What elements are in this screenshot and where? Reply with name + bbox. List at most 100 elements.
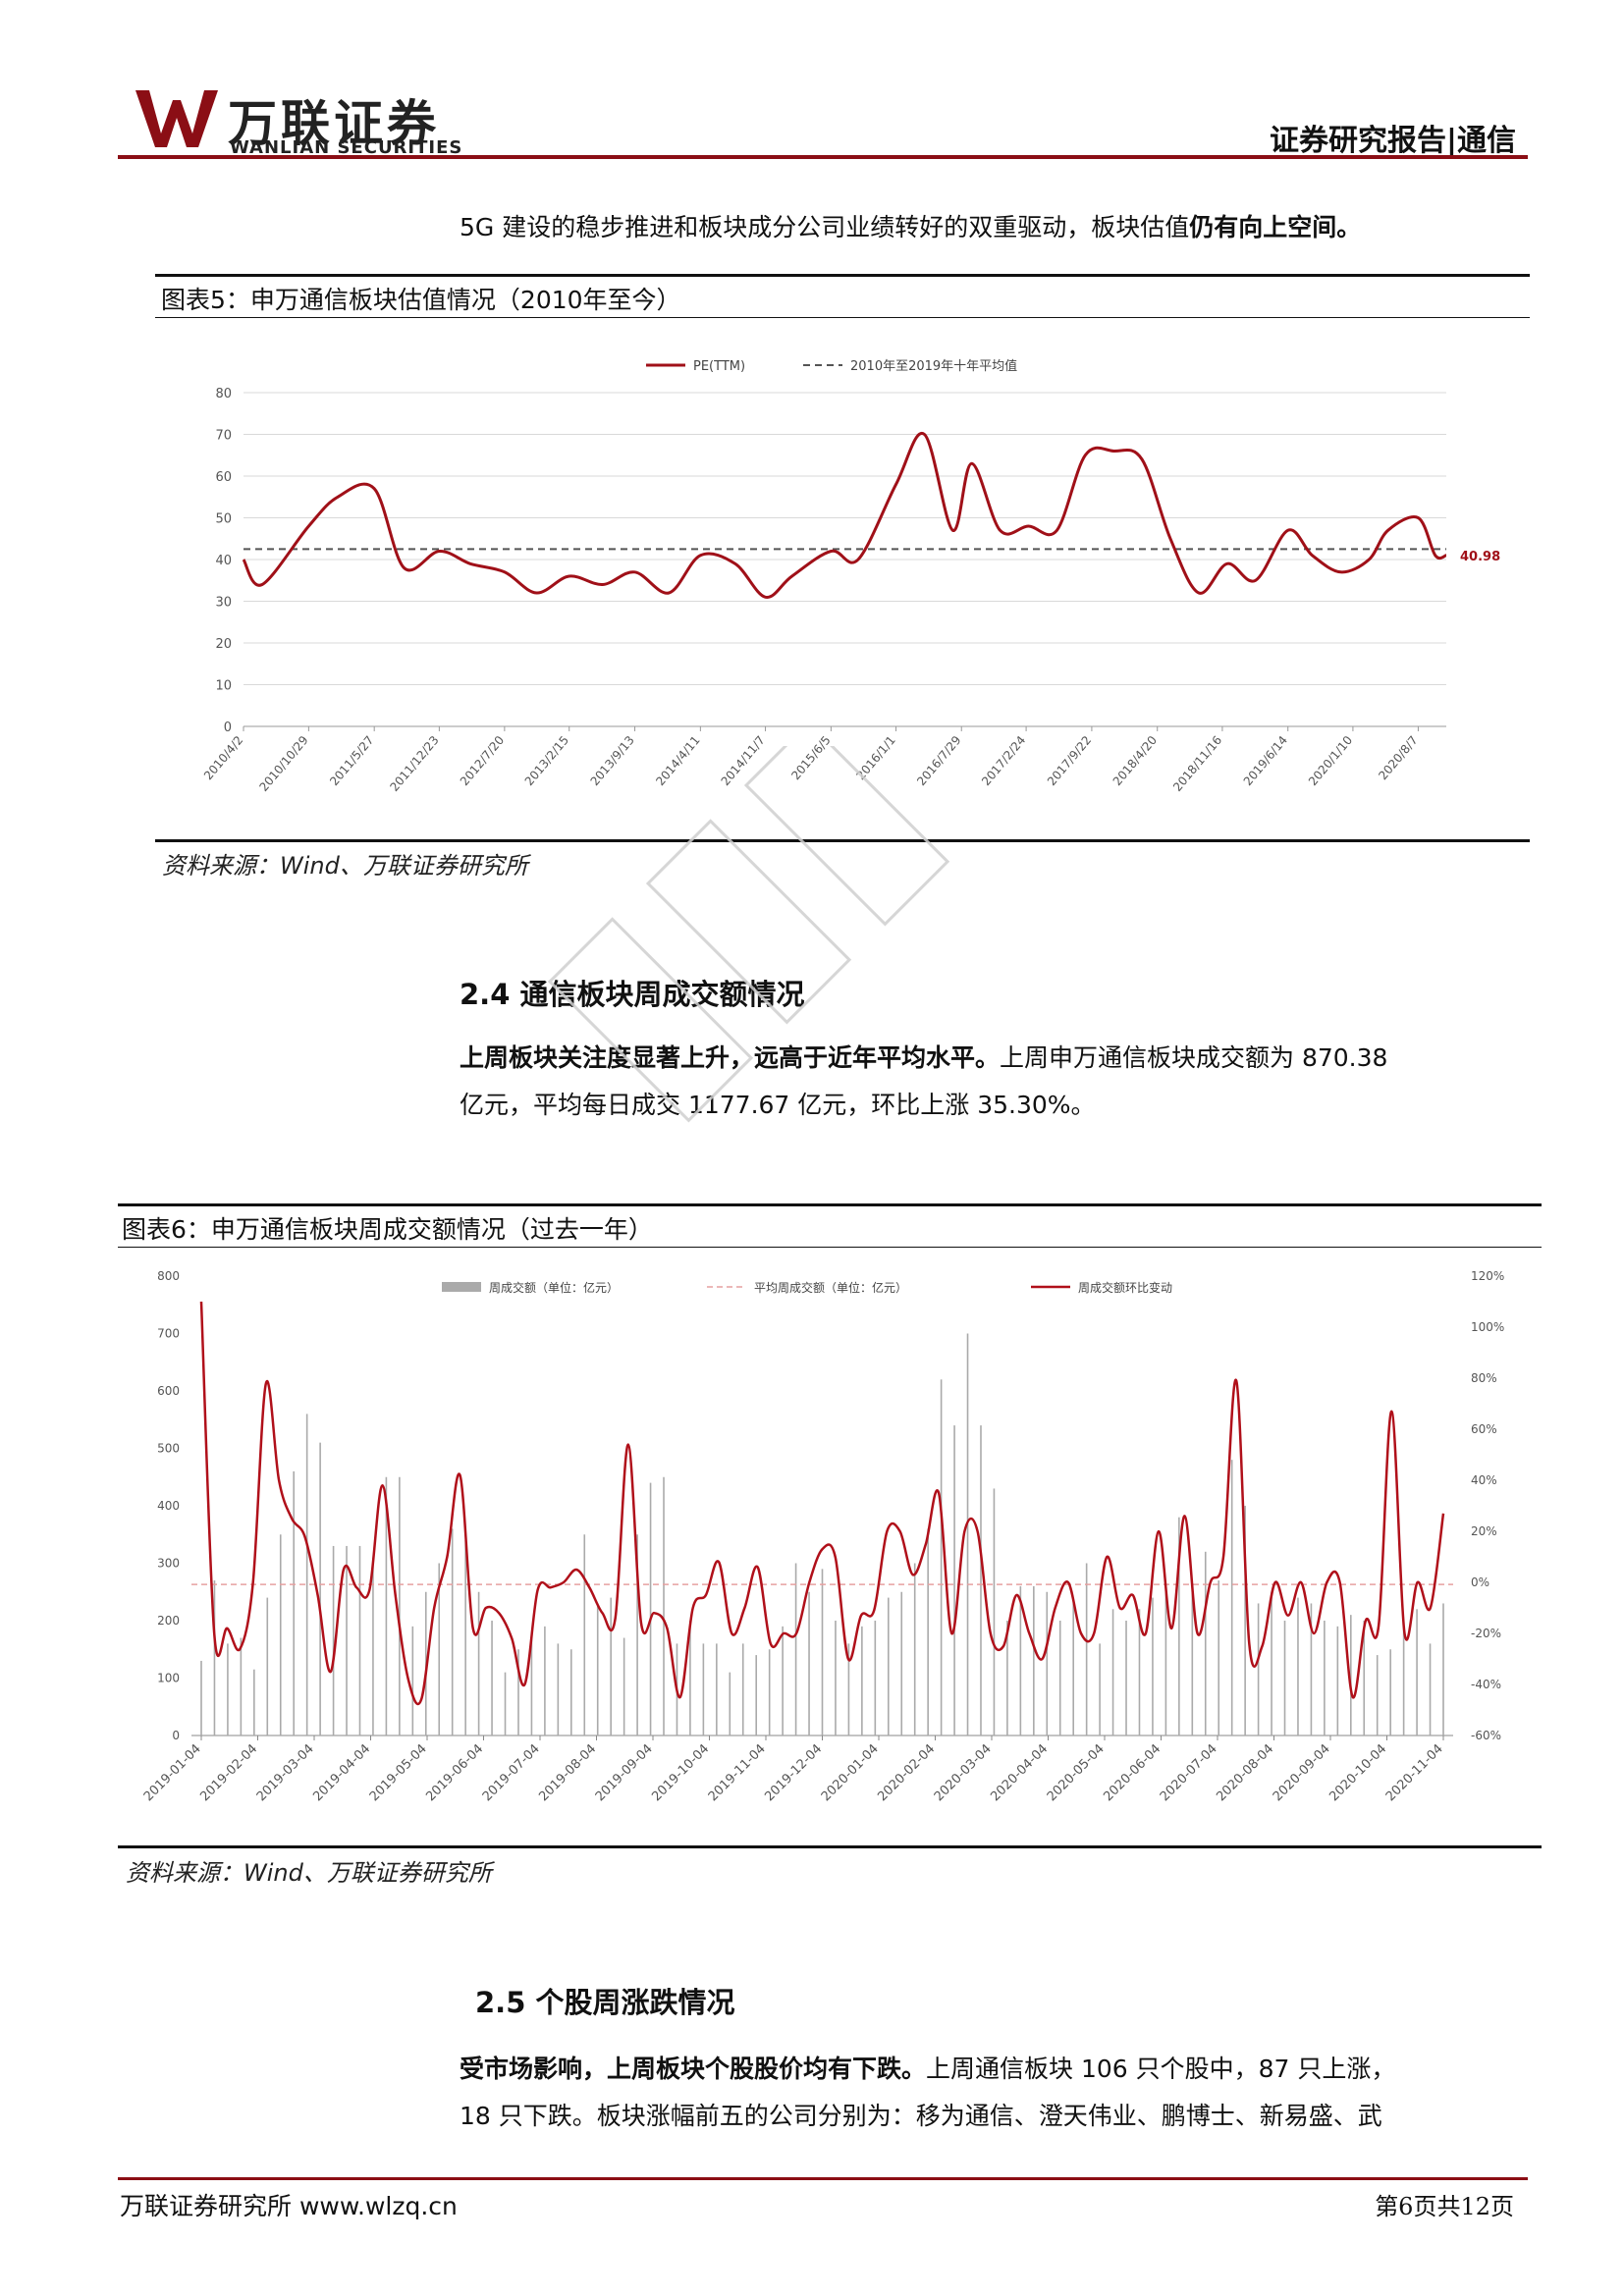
turnover-bar bbox=[1363, 1621, 1366, 1735]
figure5-title-rule bbox=[155, 317, 1530, 318]
figure6-bottom-rule bbox=[118, 1845, 1542, 1848]
turnover-bar bbox=[1244, 1506, 1246, 1735]
turnover-x-tick-label: 2020-09-04 bbox=[1271, 1741, 1333, 1804]
turnover-bar bbox=[1046, 1591, 1049, 1735]
turnover-left-tick-label: 500 bbox=[157, 1442, 180, 1456]
turnover-bar bbox=[741, 1643, 744, 1735]
turnover-bar bbox=[623, 1637, 625, 1735]
section-2-5-lead: 受市场影响，上周板块个股股价均有下跌。 bbox=[460, 2055, 927, 2083]
turnover-x-tick-label: 2019-04-04 bbox=[310, 1741, 373, 1804]
turnover-x-tick-label: 2019-05-04 bbox=[367, 1741, 430, 1804]
figure5-title: 图表5：申万通信板块估值情况（2010年至今） bbox=[161, 286, 681, 314]
turnover-bar bbox=[464, 1540, 466, 1735]
figure5-bottom-rule bbox=[155, 839, 1530, 842]
turnover-bar bbox=[504, 1672, 507, 1735]
turnover-right-tick-label: 80% bbox=[1471, 1371, 1497, 1385]
turnover-bar bbox=[1138, 1609, 1141, 1735]
average-turnover-legend-label: 平均周成交额（单位：亿元） bbox=[754, 1280, 907, 1295]
turnover-x-tick-label: 2020-04-04 bbox=[988, 1741, 1051, 1804]
turnover-bar bbox=[636, 1534, 638, 1735]
turnover-bar bbox=[1349, 1615, 1352, 1735]
turnover-x-tick-label: 2020-03-04 bbox=[932, 1741, 995, 1804]
pe-y-tick-label: 80 bbox=[215, 387, 232, 401]
turnover-x-tick-label: 2020-10-04 bbox=[1326, 1741, 1389, 1804]
turnover-bar bbox=[782, 1626, 784, 1735]
turnover-right-tick-label: -20% bbox=[1471, 1627, 1501, 1640]
turnover-bar bbox=[940, 1379, 943, 1735]
turnover-bar bbox=[358, 1545, 361, 1735]
turnover-x-tick-label: 2019-10-04 bbox=[649, 1741, 712, 1804]
turnover-bar bbox=[1324, 1621, 1326, 1735]
turnover-bar bbox=[821, 1569, 824, 1735]
pe-x-tick-label: 2020/8/7 bbox=[1376, 733, 1420, 782]
turnover-bar bbox=[596, 1603, 599, 1735]
turnover-x-tick-label: 2020-07-04 bbox=[1158, 1741, 1220, 1804]
turnover-bar bbox=[530, 1631, 533, 1735]
figure5-source: 资料来源：Wind、万联证券研究所 bbox=[162, 852, 528, 880]
turnover-bar bbox=[240, 1637, 243, 1735]
turnover-bar bbox=[808, 1591, 810, 1735]
turnover-bar bbox=[1230, 1460, 1233, 1735]
turnover-bar bbox=[385, 1476, 388, 1735]
pe-y-tick-label: 60 bbox=[215, 470, 232, 485]
pe-x-tick-label: 2011/5/27 bbox=[327, 733, 376, 788]
average-legend-label: 2010年至2019年十年平均值 bbox=[850, 358, 1017, 374]
figure6-title: 图表6：申万通信板块周成交额情况（过去一年） bbox=[122, 1215, 653, 1244]
turnover-bar bbox=[557, 1643, 560, 1735]
turnover-bar bbox=[1257, 1603, 1260, 1735]
pe-valuation-chart: 0 10 20 30 40 50 60 70 80 2010/4/2 2010/10/29 2011/… bbox=[201, 358, 1500, 794]
section-2-4-paragraph: 上周板块关注度显著上升，远高于近年平均水平。上周申万通信板块成交额为 870.3… bbox=[460, 1035, 1530, 1129]
figure5-top-rule bbox=[155, 274, 1530, 277]
turnover-right-tick-label: -60% bbox=[1471, 1729, 1501, 1742]
turnover-left-tick-label: 100 bbox=[157, 1672, 180, 1685]
turnover-bar bbox=[1283, 1621, 1286, 1735]
pe-ttm-line bbox=[242, 431, 1447, 599]
turnover-x-tick-label: 2020-08-04 bbox=[1214, 1741, 1276, 1804]
turnover-bar bbox=[1402, 1621, 1405, 1735]
turnover-bar bbox=[227, 1643, 229, 1735]
pe-x-tick-label: 2018/4/20 bbox=[1110, 733, 1160, 788]
turnover-bar bbox=[200, 1660, 202, 1735]
turnover-bar bbox=[1429, 1643, 1432, 1735]
turnover-right-tick-label: 20% bbox=[1471, 1524, 1497, 1538]
turnover-left-tick-label: 300 bbox=[157, 1557, 180, 1571]
turnover-bar bbox=[1125, 1621, 1127, 1735]
turnover-x-tick-label: 2020-01-04 bbox=[819, 1741, 882, 1804]
turnover-bar bbox=[861, 1626, 863, 1735]
figure6-title-rule bbox=[118, 1247, 1542, 1248]
turnover-bar bbox=[544, 1626, 546, 1735]
turnover-bar bbox=[663, 1476, 665, 1735]
turnover-x-tick-label: 2019-03-04 bbox=[254, 1741, 317, 1804]
turnover-bar bbox=[253, 1669, 255, 1735]
pe-x-tick-label: 2010/10/29 bbox=[256, 733, 310, 794]
turnover-bar bbox=[1178, 1517, 1180, 1735]
turnover-bar bbox=[346, 1545, 348, 1735]
turnover-x-tick-label: 2019-09-04 bbox=[593, 1741, 656, 1804]
turnover-bar bbox=[1271, 1591, 1272, 1735]
pe-y-tick-label: 10 bbox=[215, 679, 232, 694]
turnover-left-tick-label: 700 bbox=[157, 1327, 180, 1341]
weekly-turnover-chart: 0 100 200 300 400 500 600 700 800 -60% -40% -20% 0% 2… bbox=[141, 1269, 1505, 1804]
section-2-5-body-line1: 上周通信板块 106 只个股中，87 只上涨， bbox=[926, 2055, 1396, 2083]
footer-divider bbox=[118, 2177, 1528, 2180]
turnover-bar bbox=[1072, 1597, 1074, 1735]
turnover-bar bbox=[305, 1414, 308, 1735]
turnover-bar bbox=[372, 1557, 374, 1735]
turnover-bar bbox=[491, 1621, 493, 1735]
turnover-x-tick-label: 2019-06-04 bbox=[423, 1741, 486, 1804]
turnover-bar bbox=[702, 1643, 705, 1735]
turnover-bar bbox=[293, 1470, 296, 1735]
logo-chinese-name: 万联证券 bbox=[228, 95, 440, 152]
turnover-bar bbox=[900, 1591, 903, 1735]
turnover-bar bbox=[847, 1643, 850, 1735]
turnover-bar bbox=[438, 1563, 441, 1735]
turnover-x-tick-label: 2020-06-04 bbox=[1101, 1741, 1164, 1804]
turnover-bar bbox=[1218, 1580, 1220, 1735]
turnover-bar bbox=[794, 1563, 797, 1735]
turnover-bar bbox=[570, 1649, 572, 1735]
turnover-bar bbox=[213, 1580, 216, 1735]
turnover-right-tick-label: 40% bbox=[1471, 1473, 1497, 1487]
figure6-source: 资料来源：Wind、万联证券研究所 bbox=[126, 1859, 492, 1887]
pe-x-tick-label: 2010/4/2 bbox=[201, 733, 245, 782]
turnover-bar bbox=[1336, 1626, 1339, 1735]
